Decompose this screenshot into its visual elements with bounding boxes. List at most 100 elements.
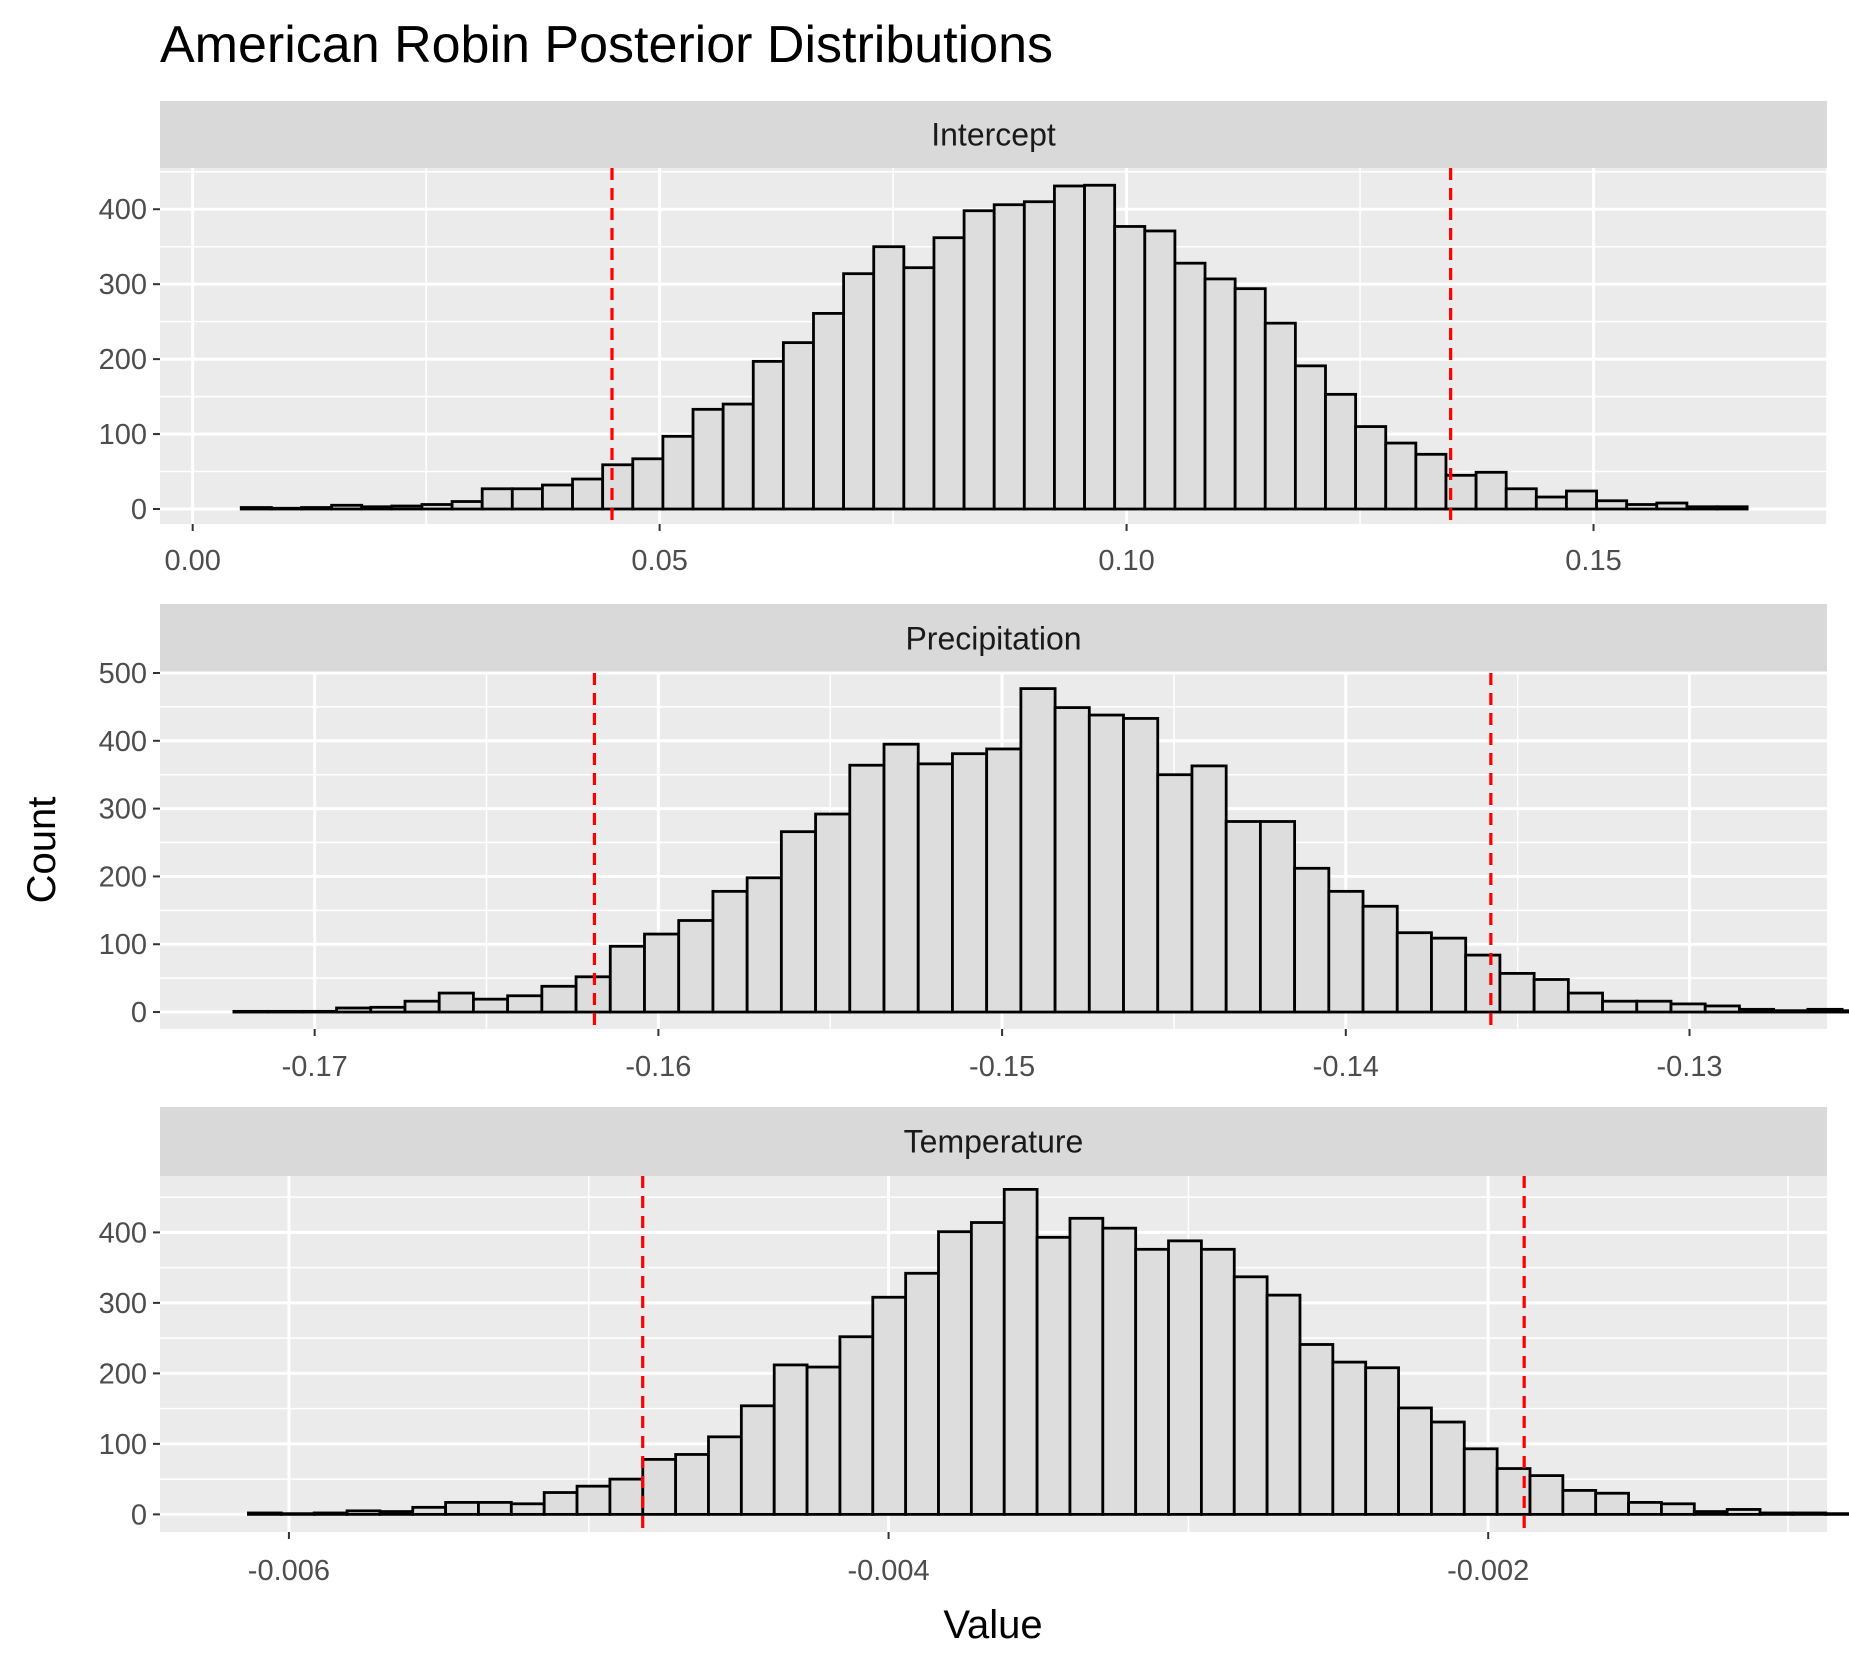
histogram-bar	[1430, 1420, 1466, 1516]
histogram-bar	[1703, 1004, 1741, 1014]
histogram-bar	[1655, 501, 1689, 511]
histogram-bar	[871, 1295, 908, 1516]
histogram-bar	[1397, 1406, 1433, 1516]
histogram-bar	[1758, 1511, 1795, 1516]
y-tick-label: 100	[99, 1429, 147, 1461]
histogram-bar	[951, 752, 989, 1014]
x-axis-title: Value	[943, 1603, 1042, 1647]
histogram-bar	[1806, 1007, 1844, 1014]
x-tick-label: 0.15	[1565, 545, 1621, 577]
histogram-bar	[575, 1484, 612, 1516]
histogram-bar	[872, 245, 906, 511]
x-tick-label: -0.14	[1313, 1051, 1379, 1083]
y-tick-label: 200	[99, 1358, 147, 1390]
histogram-bar	[1293, 866, 1331, 1014]
histogram-bar	[1660, 1502, 1696, 1516]
histogram-bar	[608, 1477, 645, 1516]
histogram-bar	[1430, 936, 1468, 1014]
y-tick-label: 100	[99, 419, 147, 451]
histogram-bar	[601, 463, 635, 511]
histogram-bar	[542, 1491, 579, 1516]
histogram-bar	[643, 932, 681, 1014]
strip-background	[160, 1107, 1827, 1176]
histogram-bar	[985, 747, 1023, 1014]
x-tick-label: -0.15	[969, 1051, 1035, 1083]
histogram-bar	[378, 1510, 415, 1516]
histogram-bar	[269, 506, 303, 511]
histogram-bar	[300, 506, 334, 511]
histogram-bar	[335, 1006, 373, 1014]
histogram-bar	[1143, 229, 1177, 511]
histogram-bar	[779, 830, 817, 1014]
histogram-bar	[411, 1505, 448, 1516]
y-tick-label: 400	[99, 726, 147, 758]
histogram-bar	[1738, 1007, 1776, 1014]
histogram-bar	[1331, 1360, 1368, 1516]
y-tick-label: 200	[99, 861, 147, 893]
histogram-bar	[1791, 1511, 1828, 1516]
histogram-bar	[1534, 495, 1568, 511]
histogram-bar	[739, 1404, 776, 1516]
y-tick-label: 400	[99, 1217, 147, 1249]
histogram-bar	[1167, 1239, 1203, 1516]
histogram-bar	[937, 1230, 973, 1516]
y-axis-title: Count	[20, 797, 64, 904]
strip-label: Intercept	[931, 117, 1056, 153]
histogram-bar	[848, 763, 886, 1014]
histogram-bar	[369, 1005, 407, 1014]
histogram-bar	[1840, 1009, 1849, 1014]
histogram-bar	[745, 876, 783, 1014]
histogram-bar	[1685, 505, 1719, 511]
x-tick-label: -0.004	[847, 1555, 929, 1587]
histogram-bar	[1594, 1491, 1630, 1516]
histogram-bar	[1173, 261, 1207, 511]
histogram-bar	[1293, 364, 1327, 511]
histogram-bar	[1263, 321, 1297, 511]
histogram-bar	[420, 503, 454, 511]
histogram-bar	[571, 477, 605, 511]
histogram-bar	[1635, 999, 1673, 1014]
histogram-bar	[266, 1009, 304, 1014]
x-tick-label: -0.002	[1447, 1555, 1529, 1587]
histogram-bar	[904, 1271, 940, 1516]
histogram-bar	[1669, 1002, 1707, 1014]
x-tick-label: -0.13	[1656, 1051, 1722, 1083]
histogram-bar	[403, 999, 441, 1014]
histogram-bar	[1532, 978, 1570, 1014]
histogram-bar	[1053, 706, 1091, 1014]
histogram-bar	[711, 889, 749, 1014]
histogram-bar	[390, 504, 424, 511]
histogram-bar	[540, 984, 578, 1014]
histogram-bar	[932, 236, 966, 511]
histogram-bar	[677, 919, 715, 1014]
strip-label: Precipitation	[905, 621, 1081, 657]
y-tick-label: 0	[131, 494, 147, 526]
histogram-bar	[1462, 1447, 1499, 1516]
histogram-bar	[1122, 717, 1160, 1014]
histogram-bar	[1772, 1009, 1810, 1014]
histogram-bar	[1327, 889, 1365, 1014]
histogram-bar	[641, 1457, 678, 1516]
histogram-bar	[480, 487, 514, 511]
histogram-bar	[902, 266, 936, 511]
histogram-bar	[1464, 953, 1502, 1014]
x-tick-label: -0.16	[625, 1051, 691, 1083]
histogram-bar	[842, 272, 876, 511]
histogram-bar	[882, 742, 920, 1014]
histogram-bar	[1053, 184, 1086, 511]
histogram-bar	[1565, 489, 1598, 511]
histogram-bar	[661, 434, 695, 511]
panel-temperature: Temperature -0.006 -0.004 -0.002 0 100 200 300 4…	[99, 1107, 1849, 1587]
histogram-bar	[631, 457, 665, 511]
histogram-bar	[1354, 425, 1388, 511]
histogram-bar	[812, 311, 846, 511]
histogram-bar	[1561, 1489, 1598, 1516]
histogram-bar	[450, 500, 484, 511]
y-tick-label: 100	[99, 929, 147, 961]
histogram-bar	[962, 209, 996, 511]
histogram-bar	[1019, 687, 1057, 1014]
histogram-bar	[1087, 713, 1125, 1014]
histogram-bar	[1258, 820, 1297, 1014]
histogram-bar	[1625, 503, 1659, 511]
